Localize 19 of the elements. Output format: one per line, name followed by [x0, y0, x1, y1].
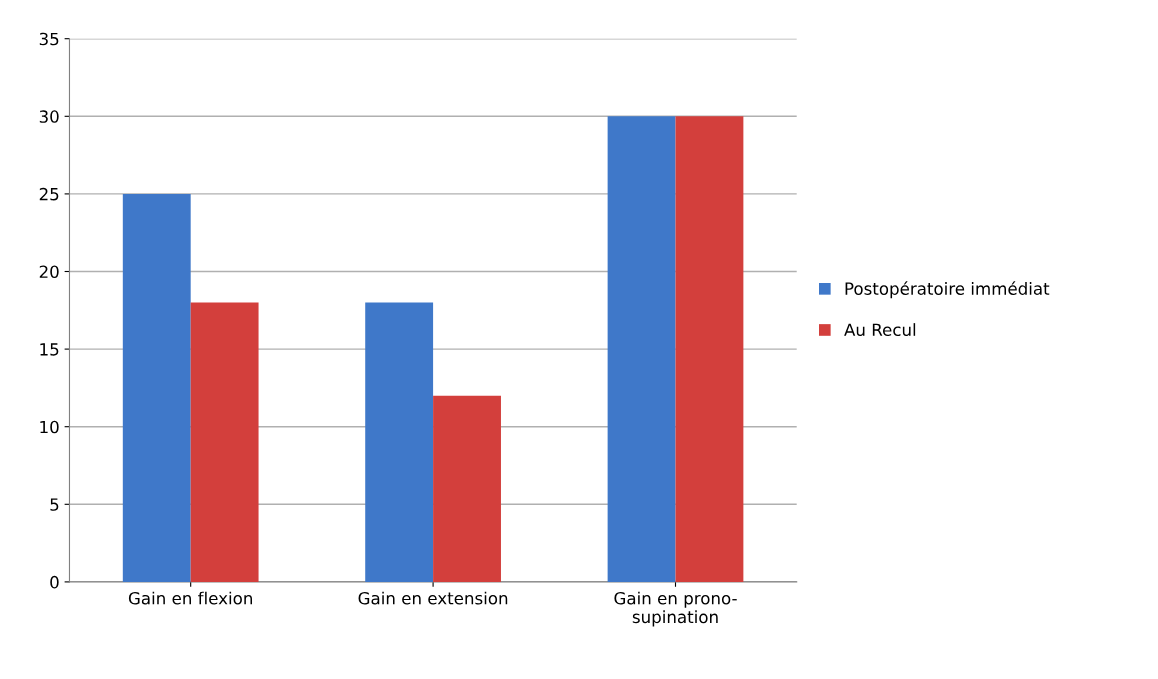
bar: [675, 116, 744, 582]
y-tick-label: 20: [39, 265, 59, 279]
y-tick-label: 0: [50, 575, 59, 589]
bar: [190, 302, 259, 582]
legend-label: Au Recul: [844, 323, 916, 337]
bar: [433, 395, 501, 582]
y-tick-label: 35: [39, 32, 59, 46]
y-tick-label: 30: [39, 110, 59, 123]
bar: [365, 302, 434, 582]
legend-label: Postopératoire immédiat: [845, 281, 1050, 299]
y-tick-label: 25: [39, 187, 59, 201]
x-tick-label: Gain en extension: [358, 591, 508, 605]
bar: [122, 193, 191, 582]
y-tick-label: 5: [50, 498, 59, 511]
x-tick-label: Gain en flexion: [128, 591, 252, 605]
y-tick-label: 15: [40, 343, 59, 356]
y-tick-label: 10: [40, 420, 59, 434]
x-tick-label: Gain en prono- supination: [614, 591, 737, 627]
bar: [607, 116, 676, 582]
